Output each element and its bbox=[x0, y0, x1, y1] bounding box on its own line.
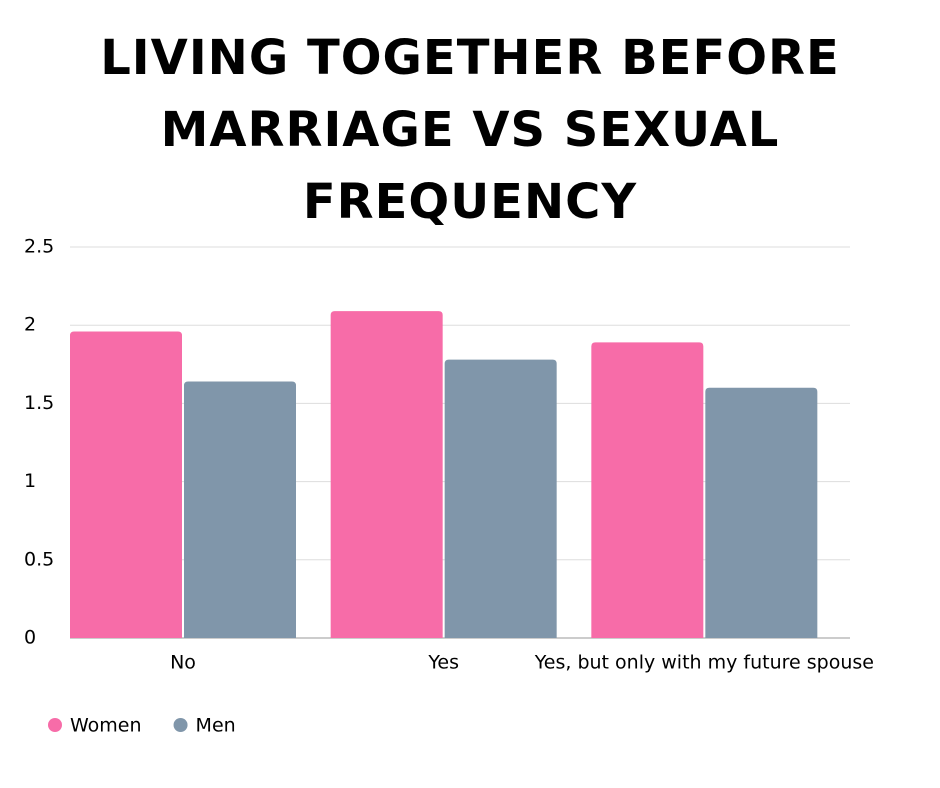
y-tick-label: 1.5 bbox=[24, 392, 54, 414]
bar bbox=[591, 342, 704, 638]
x-tick-label: No bbox=[170, 652, 196, 674]
y-tick-label: 2.5 bbox=[24, 236, 54, 258]
bar bbox=[330, 311, 443, 638]
chart-title: LIVING TOGETHER BEFORE MARRIAGE VS SEXUA… bbox=[100, 30, 840, 230]
x-tick-label: Yes, but only with my future spouse bbox=[534, 652, 874, 674]
legend-marker bbox=[48, 718, 62, 732]
y-tick-label: 0 bbox=[24, 627, 36, 649]
legend-label: Women bbox=[70, 715, 142, 737]
y-tick-label: 2 bbox=[24, 314, 36, 336]
legend-marker bbox=[173, 718, 188, 732]
bar bbox=[444, 359, 557, 638]
legend-label: Men bbox=[196, 715, 236, 737]
y-tick-label: 0.5 bbox=[24, 548, 54, 570]
bar bbox=[184, 381, 296, 638]
bar bbox=[70, 331, 182, 638]
y-tick-label: 1 bbox=[24, 470, 36, 492]
x-tick-label: Yes bbox=[427, 652, 459, 674]
bar bbox=[705, 387, 818, 638]
